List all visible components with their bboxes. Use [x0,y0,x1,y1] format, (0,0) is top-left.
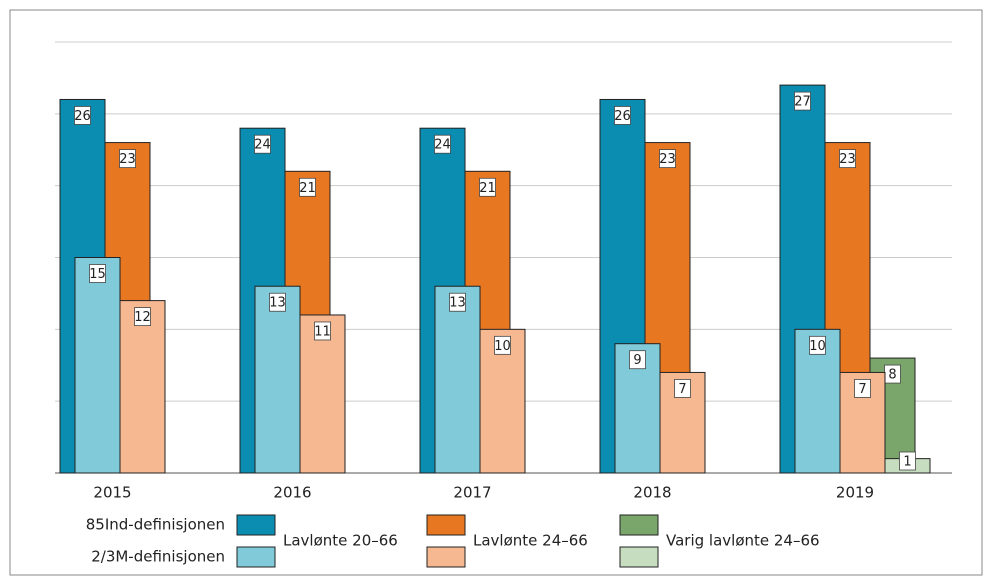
legend-definition: 2/3M-definisjonen [91,548,225,566]
value-label-box [269,292,286,312]
value-label: 23 [119,152,136,167]
value-label: 1 [903,455,911,470]
value-label-box [314,321,331,341]
bar [119,300,166,474]
value-label-box [494,335,511,355]
value-label: 13 [449,296,466,311]
value-label: 26 [74,109,91,124]
x-tick-label: 2018 [633,484,671,502]
legend-swatch [236,514,276,536]
legend-label: Lavlønte 24–66 [473,532,588,550]
value-label: 7 [678,382,686,397]
x-tick-label: 2019 [836,484,874,502]
value-label: 7 [858,382,866,397]
value-label: 11 [314,324,331,339]
value-label: 8 [888,368,896,383]
value-label-box [854,379,871,398]
value-label-box [629,350,646,370]
value-label: 13 [269,296,286,311]
value-label-box [254,134,271,154]
legend-swatch [619,546,659,568]
legend-swatch [426,546,466,568]
value-label-box [899,451,916,471]
value-label: 21 [479,181,496,196]
x-tick-label: 2016 [273,484,311,502]
value-label: 23 [839,152,856,167]
value-label: 24 [434,138,451,153]
value-label-box [809,335,826,355]
value-label-box [674,379,691,398]
value-label: 9 [633,353,641,368]
value-label: 10 [809,339,826,354]
legend-swatch [619,514,659,536]
legend-swatch [236,546,276,568]
value-label-box [299,177,316,197]
value-label: 12 [134,310,151,325]
legend-label: Varig lavlønte 24–66 [666,532,820,550]
value-label: 21 [299,181,316,196]
x-tick-label: 2015 [93,484,131,502]
value-label-box [134,307,151,327]
legend-swatch [426,514,466,536]
value-label: 26 [614,109,631,124]
value-label: 27 [794,95,811,110]
bar [434,285,481,474]
value-label: 23 [659,152,676,167]
value-label-box [614,106,631,125]
value-label: 24 [254,138,271,153]
value-label-box [659,149,676,168]
value-label-box [479,177,496,197]
value-label-box [434,134,451,154]
legend-label: Lavlønte 20–66 [283,532,398,550]
value-label-box [839,149,856,168]
value-label-box [74,106,91,125]
legend-definition: 85Ind-definisjonen [86,516,225,534]
bar [299,314,346,474]
bar [254,285,301,474]
value-label: 15 [89,267,106,282]
value-label-box [89,264,106,283]
value-label-box [794,91,811,111]
value-label-box [449,292,466,312]
value-label: 10 [494,339,511,354]
value-label-box [119,149,136,168]
bar [74,257,121,474]
x-tick-label: 2017 [453,484,491,502]
